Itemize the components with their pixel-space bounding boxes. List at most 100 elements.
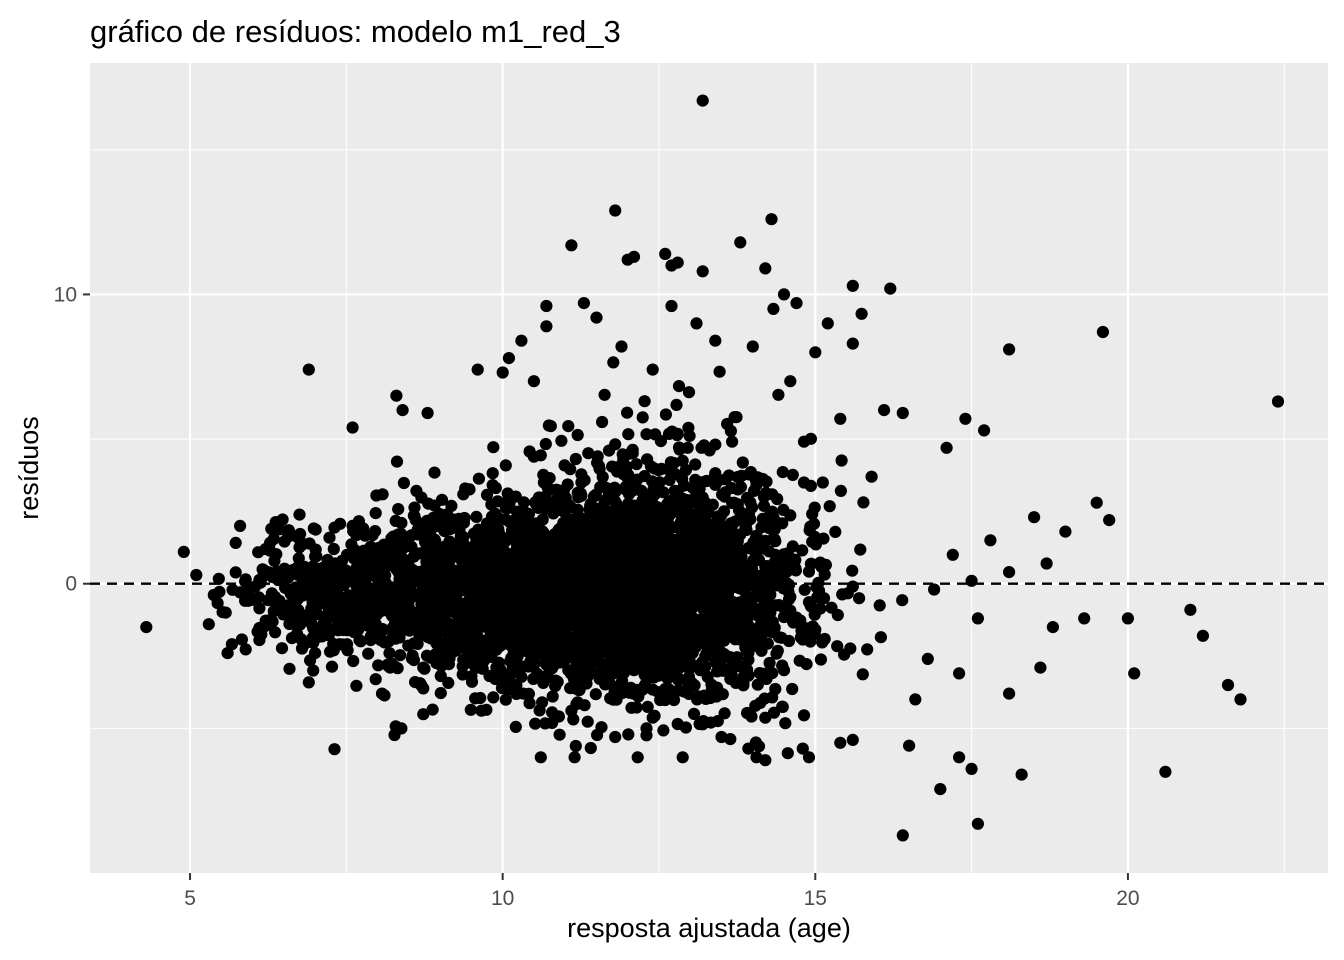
data-point xyxy=(309,543,322,556)
data-point xyxy=(771,492,784,506)
data-point xyxy=(298,588,311,601)
data-point xyxy=(396,404,409,417)
data-point xyxy=(719,649,733,662)
data-point xyxy=(1159,765,1172,778)
data-point xyxy=(564,523,577,537)
data-point xyxy=(496,366,509,379)
data-point xyxy=(746,340,759,353)
data-point xyxy=(190,568,203,582)
data-point xyxy=(753,667,766,680)
data-point xyxy=(761,575,774,588)
data-point xyxy=(683,429,696,442)
data-point xyxy=(696,94,709,107)
data-point xyxy=(581,566,594,579)
data-point xyxy=(605,602,618,615)
data-point xyxy=(769,682,782,696)
data-point xyxy=(646,363,659,376)
data-point xyxy=(797,435,811,448)
data-point xyxy=(649,659,663,672)
data-point xyxy=(374,542,387,555)
data-point xyxy=(855,307,868,320)
data-point xyxy=(1078,612,1091,625)
data-point xyxy=(777,288,791,301)
data-point xyxy=(524,589,537,603)
data-point xyxy=(426,703,439,716)
data-point xyxy=(417,682,430,695)
data-point xyxy=(239,573,252,586)
data-point xyxy=(836,588,849,601)
data-point xyxy=(751,678,764,691)
data-point xyxy=(736,583,749,596)
data-point xyxy=(480,488,494,501)
data-point xyxy=(259,542,272,556)
data-point xyxy=(302,676,315,689)
data-point xyxy=(965,574,978,587)
data-point xyxy=(711,715,724,728)
data-point xyxy=(757,499,771,512)
data-point xyxy=(861,643,874,656)
data-point xyxy=(681,570,694,583)
data-point xyxy=(350,679,363,692)
data-point xyxy=(737,677,750,690)
data-point xyxy=(672,672,686,686)
data-point xyxy=(796,544,809,557)
data-point xyxy=(527,375,541,388)
data-point xyxy=(1121,612,1134,625)
data-point xyxy=(786,682,799,696)
data-point xyxy=(730,411,743,424)
data-point xyxy=(583,503,596,516)
data-point xyxy=(834,736,847,749)
y-tick-label: 0 xyxy=(65,573,77,596)
data-point xyxy=(594,526,607,539)
data-point xyxy=(549,676,562,689)
data-point xyxy=(235,633,248,646)
data-point xyxy=(614,567,627,580)
data-point xyxy=(329,557,342,570)
data-point xyxy=(718,490,731,503)
data-point xyxy=(492,656,505,669)
data-point xyxy=(884,282,897,295)
data-point xyxy=(275,642,289,655)
x-tick-label: 15 xyxy=(804,887,827,910)
data-point xyxy=(417,661,430,674)
data-point xyxy=(765,213,778,226)
data-point xyxy=(978,424,991,437)
data-point xyxy=(269,590,282,604)
data-point xyxy=(269,626,282,639)
data-point xyxy=(609,550,622,563)
data-point xyxy=(687,707,701,721)
data-point xyxy=(464,703,477,716)
data-point xyxy=(609,204,622,217)
data-point xyxy=(378,636,391,649)
data-point xyxy=(571,428,584,442)
data-point xyxy=(539,502,552,515)
data-point xyxy=(386,581,399,594)
data-point xyxy=(621,606,634,619)
data-point xyxy=(225,638,238,651)
data-point xyxy=(646,475,659,488)
data-point xyxy=(622,728,635,741)
data-point xyxy=(664,647,677,661)
data-point xyxy=(777,582,790,595)
data-point xyxy=(621,550,634,563)
data-point xyxy=(515,670,528,684)
data-point xyxy=(669,468,682,481)
data-point xyxy=(816,476,829,489)
data-point xyxy=(657,486,670,499)
data-point xyxy=(578,699,591,712)
data-point xyxy=(596,602,609,615)
data-point xyxy=(402,622,415,635)
data-point xyxy=(560,535,573,548)
data-point xyxy=(268,554,281,568)
data-point xyxy=(455,533,469,546)
data-point xyxy=(324,582,337,596)
data-point xyxy=(390,389,403,402)
data-point xyxy=(422,497,435,510)
data-point xyxy=(417,708,430,721)
data-point xyxy=(810,534,823,547)
data-point xyxy=(704,520,717,534)
data-point xyxy=(674,520,688,534)
data-point xyxy=(753,542,766,555)
data-point xyxy=(676,588,689,601)
